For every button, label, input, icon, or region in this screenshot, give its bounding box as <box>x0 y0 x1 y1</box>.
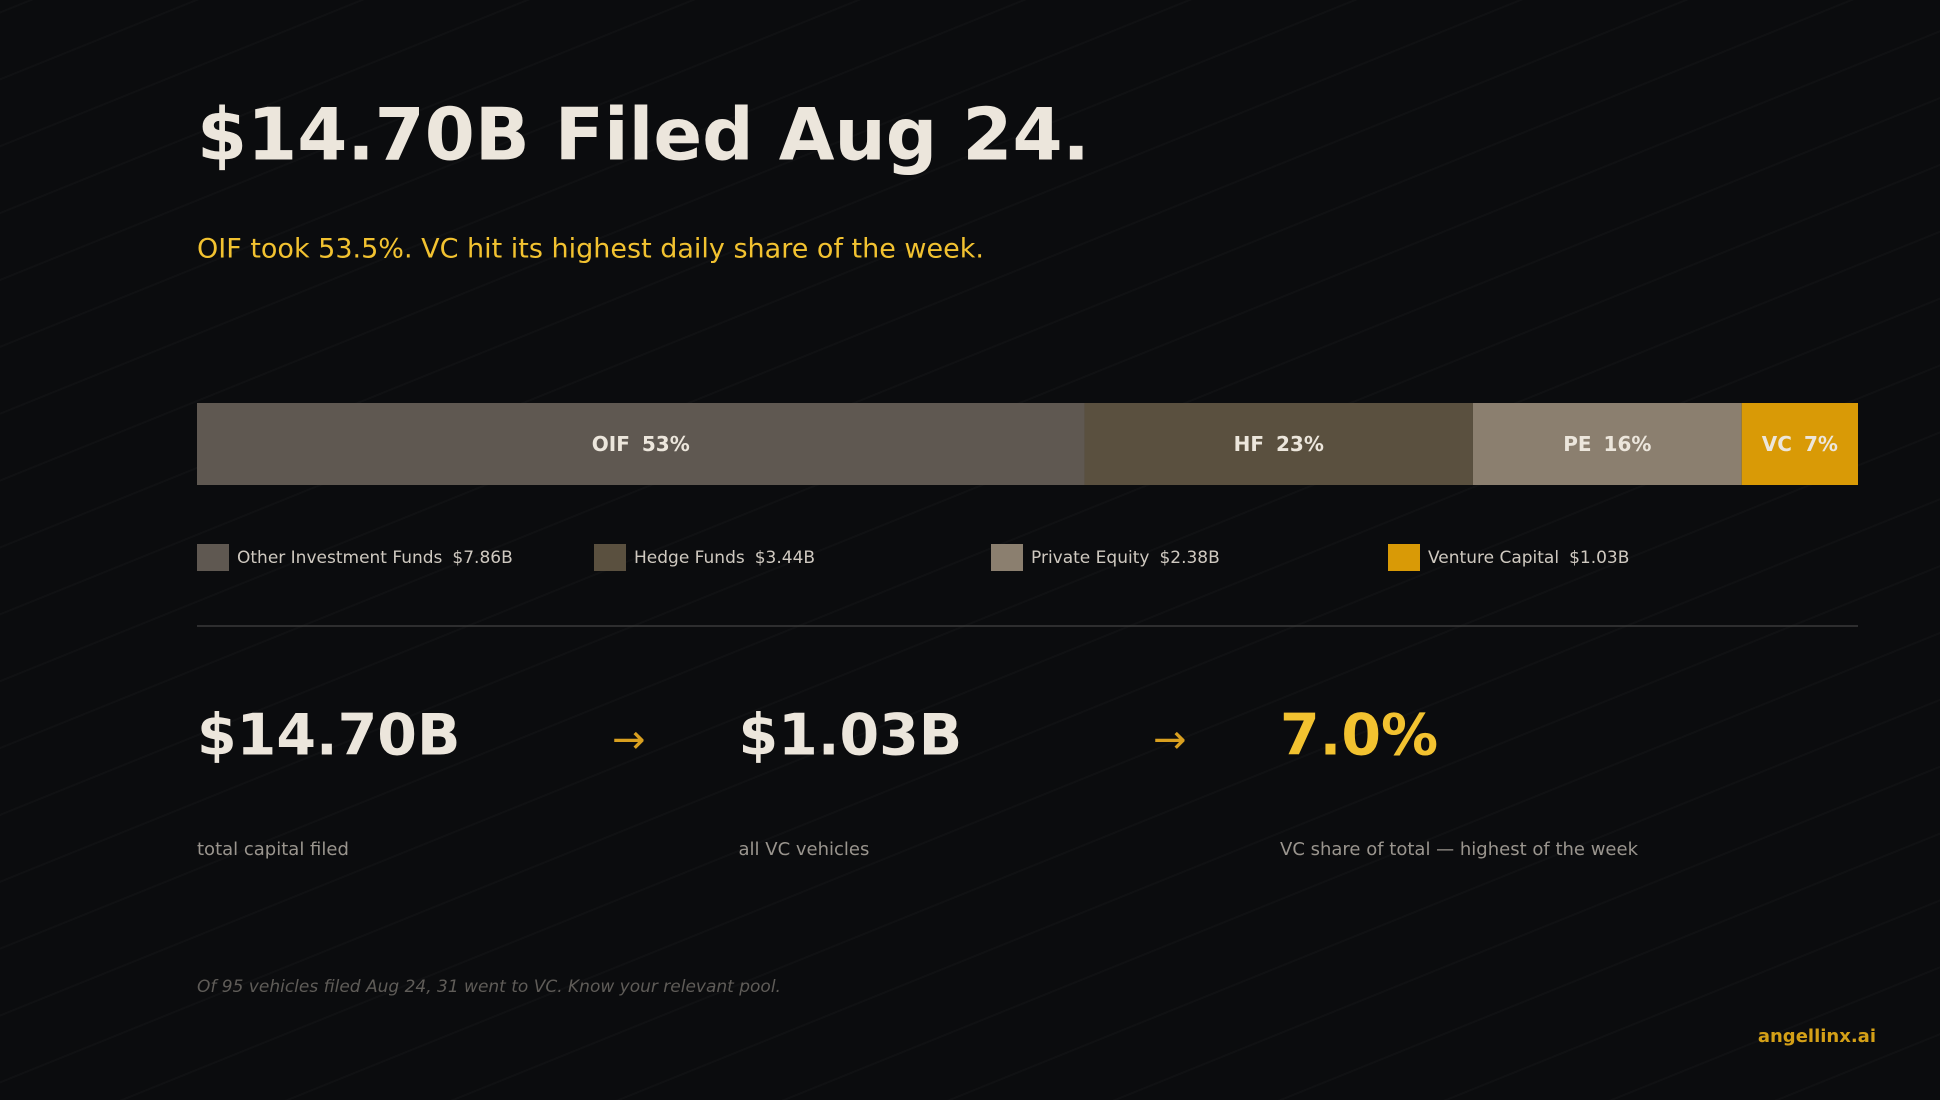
title: $14.70B Filed Aug 24. <box>197 93 1090 177</box>
legend-value: $1.03B <box>1569 548 1629 568</box>
bar-segment <box>197 403 1085 485</box>
legend-name: Other Investment Funds <box>237 548 443 568</box>
stat-value: $14.70B <box>197 703 460 769</box>
subtitle: OIF took 53.5%. VC hit its highest daily… <box>197 234 984 265</box>
segment-abbr: PE <box>1563 432 1591 456</box>
segment-abbr: HF <box>1234 432 1264 456</box>
legend-swatch <box>197 544 229 571</box>
legend-name: Private Equity <box>1031 548 1149 568</box>
legend-value: $3.44B <box>755 548 815 568</box>
segment-abbr: OIF <box>592 432 630 456</box>
segment-label: OIF 53% <box>592 432 690 456</box>
stat-caption: VC share of total — highest of the week <box>1280 839 1639 860</box>
bar-segment <box>1472 403 1742 485</box>
legend-label: Other Investment Funds $7.86B <box>237 548 513 568</box>
legend-name: Venture Capital <box>1428 548 1559 568</box>
segment-label: HF 23% <box>1234 432 1324 456</box>
legend-label: Private Equity $2.38B <box>1031 548 1220 568</box>
stat-caption: all VC vehicles <box>739 839 870 860</box>
legend-swatch <box>991 544 1023 571</box>
legend-name: Hedge Funds <box>634 548 745 568</box>
bar-segment <box>1084 403 1473 485</box>
segment-label: PE 16% <box>1563 432 1651 456</box>
segment-label: VC 7% <box>1762 432 1838 456</box>
brand: angellinx.ai <box>1758 1026 1876 1047</box>
arrow: → <box>1153 717 1187 763</box>
stat-caption: total capital filed <box>197 839 349 860</box>
legend-swatch <box>594 544 626 571</box>
segment-share: 7% <box>1804 432 1838 456</box>
stat-value: 7.0% <box>1280 703 1438 769</box>
legend-value: $7.86B <box>452 548 512 568</box>
legend-value: $2.38B <box>1159 548 1219 568</box>
segment-abbr: VC <box>1762 432 1792 456</box>
footnote: Of 95 vehicles filed Aug 24, 31 went to … <box>197 977 781 997</box>
legend-label: Venture Capital $1.03B <box>1428 548 1629 568</box>
arrow: → <box>612 717 646 763</box>
legend-label: Hedge Funds $3.44B <box>634 548 815 568</box>
segment-share: 23% <box>1276 432 1324 456</box>
stat-value: $1.03B <box>739 703 963 769</box>
bar-segment <box>1741 403 1858 485</box>
segment-share: 53% <box>642 432 690 456</box>
segment-share: 16% <box>1604 432 1652 456</box>
legend-swatch <box>1388 544 1420 571</box>
